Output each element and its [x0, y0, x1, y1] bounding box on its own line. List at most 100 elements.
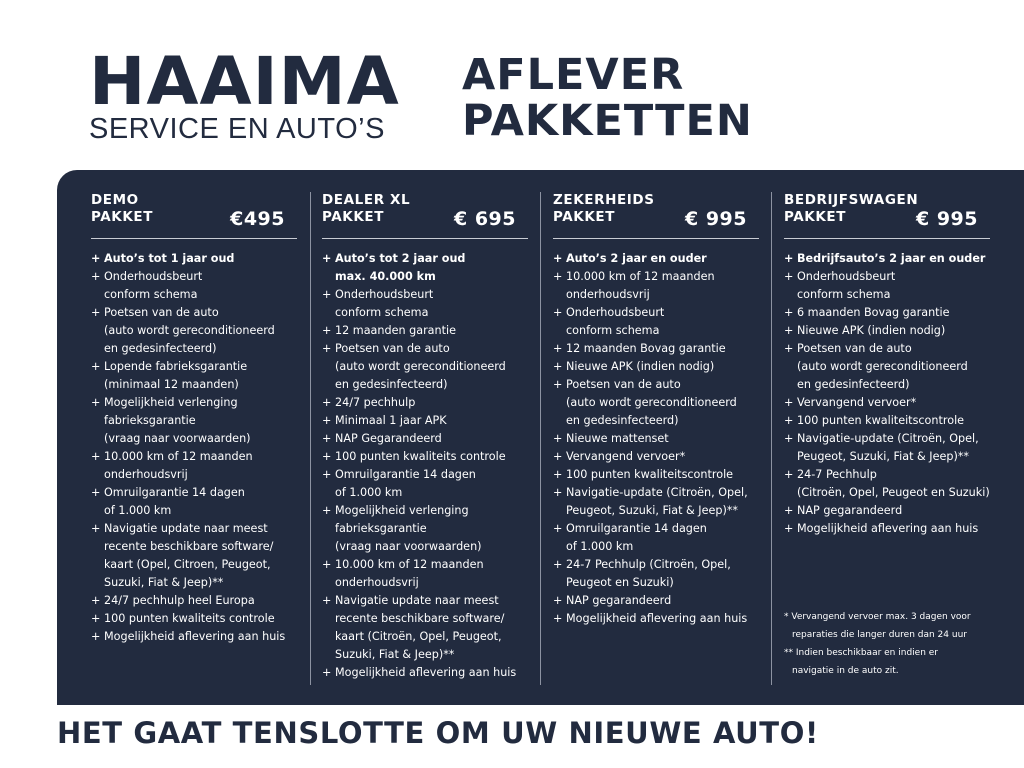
plus-icon: + — [91, 270, 101, 283]
item-text: 10.000 km of 12 maanden onderhoudsvrij — [335, 558, 484, 589]
list-item: + Mogelijkheid aflevering aan huis — [322, 664, 528, 682]
item-text: 6 maanden Bovag garantie — [797, 306, 950, 319]
item-text: Nieuwe APK (indien nodig) — [797, 324, 946, 337]
list-item: + Mogelijkheid aflevering aan huis — [553, 610, 759, 628]
item-text: Mogelijkheid aflevering aan huis — [104, 630, 286, 643]
item-text: Navigatie-update (Citroën, Opel, Peugeot… — [797, 432, 979, 463]
tagline: HET GAAT TENSLOTTE OM UW NIEUWE AUTO! — [57, 716, 819, 750]
item-text: Mogelijkheid aflevering aan huis — [566, 612, 748, 625]
list-item: +12 maanden garantie — [322, 322, 528, 340]
list-item: +10.000 km of 12 maanden onderhoudsvrij — [91, 448, 297, 484]
page-title: AFLEVER PAKKETTEN — [462, 52, 753, 144]
plus-icon: + — [553, 450, 563, 463]
item-text: Omruilgarantie 14 dagen of 1.000 km — [566, 522, 707, 553]
item-text: Onderhoudsbeurt conform schema — [335, 288, 434, 319]
item-text: Vervangend vervoer* — [566, 450, 686, 463]
list-item: +100 punten kwaliteitscontrole — [784, 412, 990, 430]
item-text: Auto’s 2 jaar en ouder — [566, 252, 707, 265]
item-text: Onderhoudsbeurt conform schema — [104, 270, 203, 301]
list-item: + Onderhoudsbeurt conform schema — [553, 304, 759, 340]
footnote: * Vervangend vervoer max. 3 dagen voor r… — [784, 612, 971, 640]
list-item: + Onderhoudsbeurt conform schema — [784, 268, 990, 304]
list-item: +24-7 Pechhulp (Citroën, Opel, Peugeot e… — [553, 556, 759, 592]
plus-icon: + — [553, 342, 563, 355]
list-item: +10.000 km of 12 maanden onderhoudsvrij — [322, 556, 528, 592]
list-item: + Poetsen van de auto (auto wordt gerecon… — [553, 376, 759, 430]
header-rule — [91, 238, 297, 239]
item-text: 10.000 km of 12 maanden onderhoudsvrij — [566, 270, 715, 301]
list-item: + Omruilgarantie 14 dagen of 1.000 km — [322, 466, 528, 502]
plus-icon: + — [784, 324, 794, 337]
list-item: + Mogelijkheid verlenging fabrieksgaranti… — [322, 502, 528, 556]
plus-icon: + — [322, 396, 332, 409]
list-item: +100 punten kwaliteitscontrole — [553, 466, 759, 484]
list-item: + Navigatie-update (Citroën, Opel, Peugeo… — [784, 430, 990, 466]
list-item: +24/7 pechhulp heel Europa — [91, 592, 297, 610]
plus-icon: + — [553, 432, 563, 445]
package-name: DEMO PAKKET — [91, 192, 154, 225]
list-item: + Nieuwe mattenset — [553, 430, 759, 448]
package-items: + Bedrijfsauto’s 2 jaar en ouder + Onderhou… — [784, 250, 990, 538]
plus-icon: + — [553, 252, 563, 265]
item-text: Auto’s tot 1 jaar oud — [104, 252, 235, 265]
package-price: € 995 — [916, 208, 978, 230]
list-item: + Navigatie update naar meest recente bes… — [322, 592, 528, 664]
plus-icon: + — [784, 432, 794, 445]
item-text: NAP Gegarandeerd — [335, 432, 442, 445]
item-text: Lopende fabrieksgarantie (minimaal 12 ma… — [104, 360, 248, 391]
list-item: +24-7 Pechhulp (Citroën, Opel, Peugeot e… — [784, 466, 990, 502]
list-item: +100 punten kwaliteits controle — [322, 448, 528, 466]
header-rule — [322, 238, 528, 239]
plus-icon: + — [322, 432, 332, 445]
item-text: 100 punten kwaliteitscontrole — [566, 468, 734, 481]
plus-icon: + — [553, 468, 563, 481]
plus-icon: + — [784, 252, 794, 265]
plus-icon: + — [91, 360, 101, 373]
list-item: + Auto’s tot 2 jaar oud max. 40.000 km — [322, 250, 528, 286]
plus-icon: + — [322, 342, 332, 355]
list-item: + Mogelijkheid verlenging fabrieksgaranti… — [91, 394, 297, 448]
item-text: 10.000 km of 12 maanden onderhoudsvrij — [104, 450, 253, 481]
item-text: Poetsen van de auto (auto wordt gerecond… — [104, 306, 275, 355]
plus-icon: + — [553, 558, 563, 571]
list-item: + Minimaal 1 jaar APK — [322, 412, 528, 430]
footnote: ** Indien beschikbaar en indien er navig… — [784, 648, 939, 676]
packages-panel: * Vervangend vervoer max. 3 dagen voor r… — [57, 170, 1024, 705]
logo-subtitle: SERVICE EN AUTO’S — [89, 113, 385, 145]
item-text: Nieuwe APK (indien nodig) — [566, 360, 715, 373]
item-text: Onderhoudsbeurt conform schema — [797, 270, 896, 301]
item-text: Navigatie update naar meest recente besc… — [104, 522, 274, 589]
plus-icon: + — [322, 450, 332, 463]
plus-icon: + — [322, 504, 332, 517]
item-text: NAP gegarandeerd — [797, 504, 903, 517]
item-text: 100 punten kwaliteits controle — [335, 450, 506, 463]
plus-icon: + — [784, 306, 794, 319]
item-text: 100 punten kwaliteits controle — [104, 612, 275, 625]
list-item: + Onderhoudsbeurt conform schema — [91, 268, 297, 304]
item-text: NAP gegarandeerd — [566, 594, 672, 607]
list-item: +6 maanden Bovag garantie — [784, 304, 990, 322]
plus-icon: + — [553, 612, 563, 625]
column-divider — [310, 192, 311, 685]
item-text: Omruilgarantie 14 dagen of 1.000 km — [104, 486, 245, 517]
list-item: + NAP gegarandeerd — [553, 592, 759, 610]
item-text: Poetsen van de auto (auto wordt gerecond… — [566, 378, 737, 427]
package-name: ZEKERHEIDS PAKKET — [553, 192, 655, 225]
plus-icon: + — [91, 450, 101, 463]
column-divider — [771, 192, 772, 685]
plus-icon: + — [91, 306, 101, 319]
package-name: BEDRIJFSWAGEN PAKKET — [784, 192, 919, 225]
footnotes: * Vervangend vervoer max. 3 dagen voor r… — [784, 608, 1019, 680]
plus-icon: + — [322, 414, 332, 427]
plus-icon: + — [553, 378, 563, 391]
item-text: Auto’s tot 2 jaar oud max. 40.000 km — [335, 252, 466, 283]
plus-icon: + — [553, 522, 563, 535]
item-text: 12 maanden garantie — [335, 324, 457, 337]
plus-icon: + — [322, 594, 332, 607]
item-text: 24-7 Pechhulp (Citroën, Opel, Peugeot en… — [566, 558, 731, 589]
item-text: 24/7 pechhulp — [335, 396, 416, 409]
list-item: + Omruilgarantie 14 dagen of 1.000 km — [553, 520, 759, 556]
item-text: Bedrijfsauto’s 2 jaar en ouder — [797, 252, 986, 265]
title-line-2: PAKKETTEN — [462, 96, 753, 146]
plus-icon: + — [91, 486, 101, 499]
